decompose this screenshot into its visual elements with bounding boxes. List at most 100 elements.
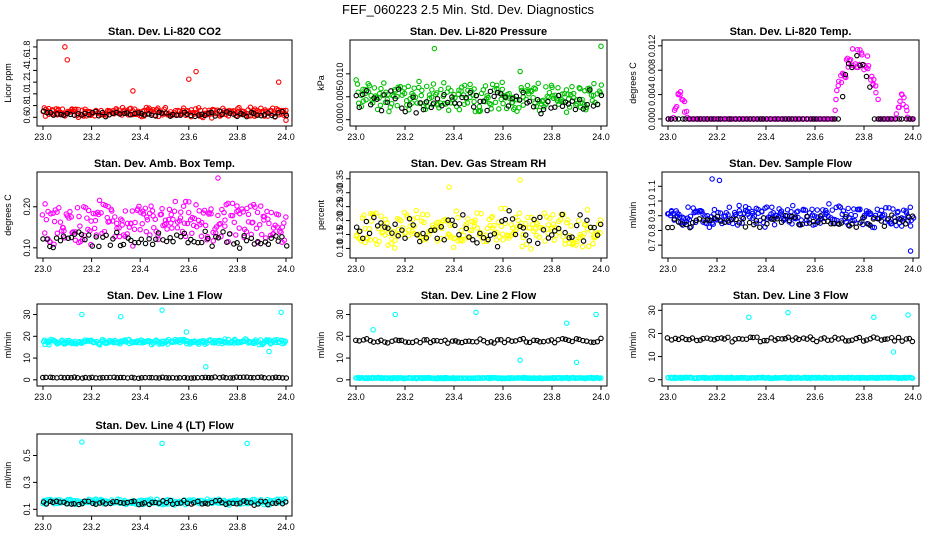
outlier-point (159, 440, 165, 447)
data-point (431, 227, 438, 233)
panel-title: Stan. Dev. Amb. Box Temp. (94, 158, 235, 170)
data-point (384, 96, 391, 103)
data-point (891, 338, 898, 344)
data-point (177, 337, 184, 343)
data-point (231, 340, 238, 346)
data-point (363, 97, 369, 103)
data-point (394, 102, 401, 109)
y-tick-label: 0.008 (647, 59, 657, 82)
data-point (509, 95, 515, 102)
data-point (562, 336, 569, 343)
data-point (757, 224, 763, 231)
data-point (563, 109, 570, 116)
data-point (834, 87, 840, 94)
data-point (272, 374, 279, 381)
x-tick-label: 23.6 (806, 392, 824, 402)
data-point (895, 334, 902, 341)
data-point (460, 232, 467, 239)
y-tick-label: 1.0 (22, 88, 32, 101)
data-point (739, 214, 745, 221)
data-point (469, 227, 475, 234)
data-point (843, 74, 849, 81)
data-point (395, 233, 401, 239)
data-point (480, 87, 487, 93)
data-point (575, 375, 581, 381)
y-axis-label: ml/min (3, 332, 13, 359)
panel-4: Stan. Dev. Amb. Box Temp. degrees C 23.0 23… (3, 158, 295, 274)
data-point (849, 217, 855, 224)
data-point (555, 92, 562, 99)
data-point (137, 226, 143, 233)
data-point (502, 205, 508, 212)
data-point (903, 221, 909, 227)
data-point (144, 214, 150, 220)
data-point (188, 375, 194, 381)
data-point (488, 214, 495, 221)
data-point (385, 225, 391, 231)
data-point (437, 100, 444, 106)
data-point (163, 499, 170, 506)
data-point (687, 224, 693, 231)
data-point (220, 374, 226, 380)
data-point (466, 234, 472, 240)
data-point (461, 82, 468, 89)
x-tick-label: 23.2 (83, 264, 101, 274)
y-tick-label: 0.20 (335, 212, 345, 230)
data-point (740, 215, 747, 222)
points-group (665, 176, 917, 254)
data-point (449, 338, 456, 344)
data-point (881, 223, 888, 229)
data-point (266, 220, 272, 227)
outlier-point (517, 177, 523, 183)
data-point (114, 498, 120, 505)
data-point (906, 335, 913, 342)
data-point (550, 221, 557, 227)
data-point (875, 116, 881, 122)
data-point (121, 500, 127, 506)
data-point (774, 216, 781, 222)
data-point (813, 116, 820, 122)
data-point (374, 96, 380, 102)
data-point (419, 211, 426, 218)
data-point (248, 374, 254, 381)
x-tick-label: 23.4 (757, 392, 775, 402)
data-point (402, 230, 408, 236)
panel-title: Stan. Dev. Li-820 Temp. (730, 26, 852, 38)
data-point (185, 239, 191, 246)
data-point (202, 500, 209, 507)
data-point (492, 99, 499, 106)
data-point (896, 116, 903, 122)
data-point (865, 65, 871, 72)
data-point (577, 212, 583, 218)
data-point (444, 99, 451, 106)
data-point (359, 215, 366, 221)
data-point (53, 235, 60, 241)
data-point (683, 336, 689, 343)
data-point (89, 374, 95, 381)
data-point (257, 240, 264, 247)
data-point (590, 339, 597, 346)
data-point (198, 239, 205, 246)
data-point (412, 94, 419, 100)
data-point (275, 212, 282, 218)
data-point (275, 498, 282, 505)
data-point (410, 94, 416, 100)
data-point (677, 89, 684, 95)
data-point (391, 245, 398, 251)
data-point (177, 112, 184, 118)
data-point (796, 221, 802, 228)
data-point (362, 239, 368, 246)
data-point (563, 87, 570, 93)
data-point (413, 207, 419, 214)
data-point (156, 109, 162, 116)
data-point (273, 233, 279, 239)
data-point (216, 374, 223, 381)
data-point (257, 203, 264, 209)
points-group (353, 309, 604, 382)
data-point (265, 241, 272, 248)
y-axis-label: Licor ppm (3, 63, 13, 103)
data-point (470, 104, 477, 110)
x-tick-label: 24.0 (592, 264, 610, 274)
data-point (856, 374, 862, 381)
data-point (883, 204, 889, 211)
